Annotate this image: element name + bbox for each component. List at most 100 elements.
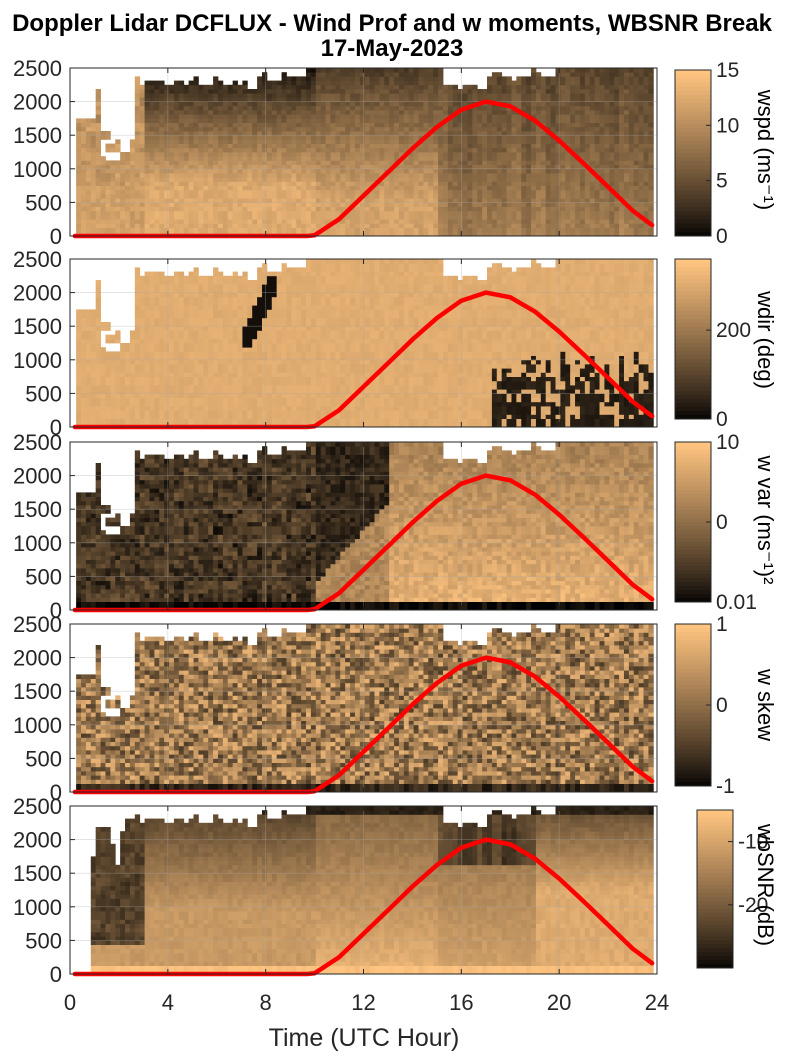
heatmap-cell — [638, 105, 644, 111]
heatmap-cell — [374, 215, 380, 220]
heatmap-cell — [643, 97, 649, 102]
heatmap-cell — [330, 76, 336, 81]
heatmap-cell — [154, 227, 160, 233]
heatmap-cell — [433, 210, 439, 216]
heatmap-cell — [139, 114, 145, 119]
heatmap-cell — [95, 351, 101, 356]
heatmap-cell — [403, 173, 410, 178]
heatmap-cell — [535, 198, 542, 203]
heatmap-cell — [609, 68, 615, 73]
heatmap-cell — [173, 101, 180, 107]
heatmap-cell — [325, 135, 331, 140]
heatmap-cell — [237, 152, 243, 157]
heatmap-cell — [619, 118, 625, 123]
heatmap-cell — [384, 135, 390, 140]
heatmap-cell — [110, 143, 116, 149]
heatmap-cell — [315, 189, 322, 195]
heatmap-cell — [350, 152, 356, 157]
heatmap-cell — [105, 185, 111, 191]
heatmap-cell — [560, 118, 566, 123]
heatmap-cell — [418, 147, 424, 153]
heatmap-cell — [76, 168, 82, 174]
heatmap-cell — [178, 122, 185, 128]
colorbar-swatch — [675, 190, 711, 195]
heatmap-cell — [457, 131, 463, 136]
heatmap-cell — [139, 288, 145, 293]
heatmap-cell — [266, 173, 273, 178]
heatmap-cell — [619, 206, 625, 212]
heatmap-cell — [428, 231, 434, 237]
heatmap-cell — [90, 135, 97, 140]
heatmap-cell — [614, 131, 620, 136]
heatmap-cell — [90, 313, 97, 319]
heatmap-cell — [100, 219, 106, 224]
heatmap-cell — [487, 76, 493, 81]
heatmap-cell — [511, 156, 517, 161]
heatmap-cell — [188, 164, 194, 170]
heatmap-cell — [457, 202, 463, 207]
heatmap-cell — [217, 147, 224, 153]
heatmap-cell — [374, 164, 380, 170]
heatmap-cell — [452, 89, 459, 94]
heatmap-cell — [638, 89, 644, 94]
heatmap-cell — [266, 206, 273, 212]
heatmap-cell — [526, 97, 532, 102]
heatmap-cell — [394, 219, 400, 224]
heatmap-cell — [105, 389, 111, 394]
heatmap-cell — [379, 126, 385, 132]
heatmap-cell — [242, 139, 248, 144]
heatmap-cell — [262, 227, 268, 233]
heatmap-cell — [281, 97, 287, 102]
heatmap-cell — [217, 202, 224, 207]
heatmap-cell — [183, 93, 190, 98]
heatmap-cell — [570, 210, 576, 216]
heatmap-cell — [584, 72, 591, 77]
heatmap-cell — [134, 359, 141, 365]
heatmap-cell — [491, 194, 498, 199]
heatmap-cell — [169, 101, 175, 107]
heatmap-cell — [570, 114, 576, 119]
heatmap-cell — [335, 68, 341, 73]
heatmap-cell — [90, 317, 97, 323]
heatmap-cell — [526, 101, 532, 107]
heatmap-cell — [438, 105, 444, 111]
heatmap-cell — [521, 105, 527, 111]
heatmap-cell — [173, 89, 180, 94]
heatmap-cell — [217, 105, 224, 111]
heatmap-cell — [633, 164, 640, 170]
heatmap-cell — [144, 288, 150, 293]
heatmap-cell — [252, 185, 258, 191]
heatmap-cell — [423, 189, 429, 195]
heatmap-cell — [565, 215, 571, 220]
heatmap-cell — [511, 210, 517, 216]
heatmap-cell — [526, 143, 532, 149]
heatmap-cell — [173, 105, 180, 111]
heatmap-cell — [159, 143, 165, 149]
heatmap-cell — [213, 131, 219, 136]
heatmap-cell — [222, 156, 229, 161]
heatmap-cell — [609, 215, 615, 220]
heatmap-cell — [164, 93, 170, 98]
heatmap-cell — [384, 101, 390, 107]
heatmap-cell — [330, 135, 336, 140]
heatmap-cell — [389, 189, 395, 195]
colorbar-swatch — [675, 177, 711, 183]
heatmap-cell — [217, 97, 224, 102]
heatmap-cell — [100, 206, 106, 212]
heatmap-cell — [81, 210, 87, 216]
heatmap-cell — [159, 393, 165, 398]
heatmap-cell — [271, 160, 278, 165]
heatmap-cell — [306, 160, 312, 165]
heatmap-cell — [203, 168, 209, 174]
heatmap-cell — [105, 210, 111, 216]
heatmap-cell — [257, 89, 263, 94]
heatmap-cell — [540, 194, 547, 199]
heatmap-cell — [379, 231, 385, 237]
heatmap-cell — [579, 122, 586, 128]
heatmap-cell — [262, 215, 268, 220]
heatmap-cell — [384, 84, 390, 90]
heatmap-cell — [178, 198, 185, 203]
heatmap-cell — [198, 156, 204, 161]
heatmap-cell — [325, 152, 331, 157]
heatmap-cell — [169, 152, 175, 157]
